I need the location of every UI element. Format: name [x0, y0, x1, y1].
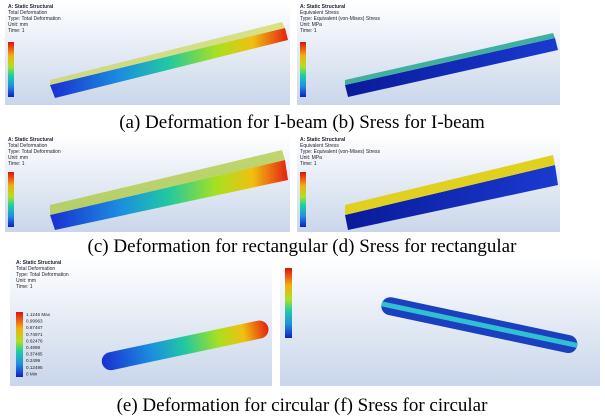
legend-label: 0.2499	[26, 358, 40, 363]
panel-header: Time: 1	[300, 28, 317, 34]
legend-label: 0.4998	[26, 345, 40, 350]
caption: (c) Deformation for rectangular (d) Sres…	[88, 236, 518, 257]
panel-header: Time: 1	[8, 161, 25, 167]
colorbar	[285, 268, 292, 338]
panel-header: Time: 1	[300, 161, 317, 167]
legend-label: 0.62476	[26, 338, 43, 343]
colorbar	[300, 172, 306, 227]
colorbar	[16, 312, 23, 377]
panel-header: Time: 1	[8, 28, 25, 34]
colorbar	[8, 172, 14, 227]
legend-label: 0.37485	[26, 352, 43, 357]
colorbar	[8, 42, 14, 97]
legend-label: 0.74971	[26, 332, 43, 337]
legend-label: 0.99963	[26, 319, 43, 324]
caption: (a) Deformation for I-beam (b) Sress for…	[119, 112, 485, 133]
figure: (a) Deformation for I-beam (b) Sress for…	[0, 0, 605, 420]
legend-label: 0 Min	[26, 371, 38, 376]
panel-header: Time: 1	[16, 284, 33, 290]
caption: (e) Deformation for circular (f) Sress f…	[117, 395, 489, 416]
legend-label: 0.12495	[26, 365, 43, 370]
page: {"figure": { "captions": [ "(a) Deformat…	[0, 0, 605, 420]
legend-label: 1.1246 Max	[26, 312, 51, 317]
colorbar	[300, 42, 306, 97]
legend-label: 0.87467	[26, 325, 43, 330]
